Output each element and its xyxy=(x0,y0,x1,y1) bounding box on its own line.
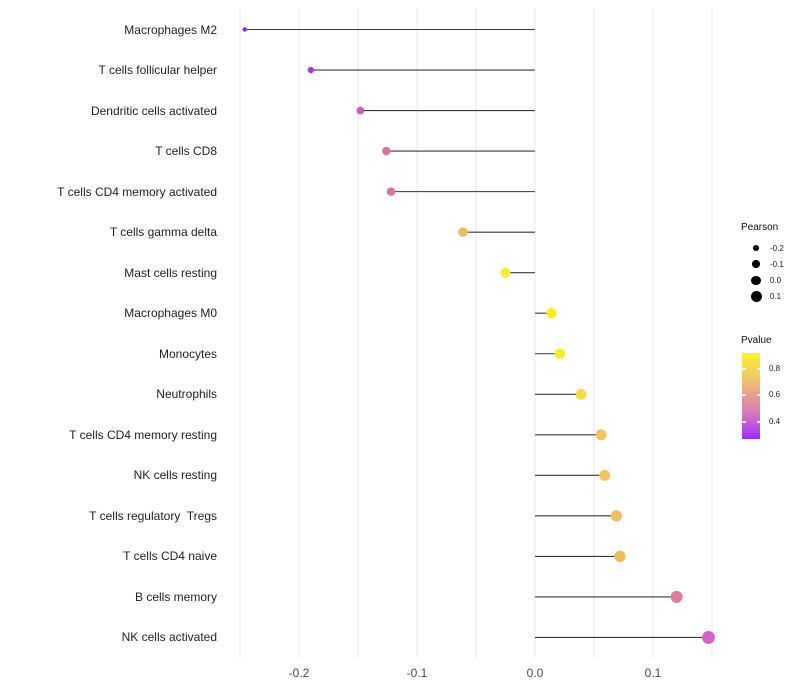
data-point xyxy=(382,146,391,156)
legend-size-dot-icon xyxy=(750,291,762,303)
y-axis-label: Macrophages M0 xyxy=(124,306,217,321)
data-point xyxy=(242,27,247,32)
data-point xyxy=(386,187,396,196)
y-axis-label: NK cells resting xyxy=(133,468,217,483)
pvalue-colorbar xyxy=(742,353,760,439)
legend-size-dot-cell xyxy=(746,260,766,269)
legend-pearson-items: -0.2 -0.1 0.0 0.1 xyxy=(738,240,800,305)
legend-size-item: 0.0 xyxy=(738,272,800,288)
colorbar-tick-label: 0.4 xyxy=(769,416,781,426)
y-axis-label: Monocytes xyxy=(158,346,217,361)
colorbar-tick-mark xyxy=(756,420,760,423)
y-axis-label: T cells regulatory Tregs xyxy=(89,508,217,523)
data-point xyxy=(307,66,314,74)
colorbar-tick-label: 0.6 xyxy=(769,390,781,400)
legend-size-label: -0.1 xyxy=(770,259,784,269)
data-point xyxy=(458,227,468,237)
y-axis-label: T cells CD4 memory activated xyxy=(57,184,217,199)
data-point xyxy=(610,510,623,522)
colorbar-tick-mark xyxy=(756,394,760,397)
y-axis-label: Mast cells resting xyxy=(124,265,217,280)
legend-pvalue-color: Pvalue 0.8 0.6 0.4 xyxy=(738,335,800,443)
legend-size-item: -0.1 xyxy=(738,256,800,272)
legend-size-item: 0.1 xyxy=(738,289,800,305)
legend-size-label: 0.1 xyxy=(770,292,782,302)
legend-size-dot-icon xyxy=(751,275,761,286)
colorbar-tick-mark xyxy=(742,367,746,370)
data-point xyxy=(575,388,587,400)
legend-size-dot-cell xyxy=(746,291,766,303)
x-axis-tick-label: -0.2 xyxy=(288,666,310,680)
legend-size-label: -0.2 xyxy=(770,243,784,253)
y-axis-label: T cells gamma delta xyxy=(109,225,217,240)
legend-size-dot-icon xyxy=(752,260,760,269)
legend-pvalue-title: Pvalue xyxy=(741,335,772,346)
pvalue-colorbar-wrap: 0.8 0.6 0.4 xyxy=(742,353,800,443)
y-axis-label: T cells CD4 memory resting xyxy=(69,427,217,442)
data-point xyxy=(595,429,607,441)
legend-size-dot-cell xyxy=(746,245,766,251)
legend-size-dot-icon xyxy=(753,245,759,251)
data-point xyxy=(702,631,715,644)
legend-size-item: -0.2 xyxy=(738,240,800,256)
y-axis-label: T cells CD8 xyxy=(155,144,217,159)
colorbar-tick-mark xyxy=(742,420,746,423)
data-point xyxy=(614,550,626,562)
data-point xyxy=(356,106,365,115)
legend-size-dot-cell xyxy=(746,275,766,286)
legend-size-label: 0.0 xyxy=(770,275,782,285)
y-axis-label: Macrophages M2 xyxy=(124,22,217,37)
y-axis-label: T cells follicular helper xyxy=(98,63,218,78)
colorbar-tick-mark xyxy=(742,394,746,397)
y-axis-label: B cells memory xyxy=(134,589,217,604)
y-axis-label: Dendritic cells activated xyxy=(90,103,217,118)
legend-pearson-size: Pearson -0.2 -0.1 0.0 0.1 xyxy=(738,222,800,305)
colorbar-tick-label: 0.8 xyxy=(769,363,781,373)
y-axis-label: Neutrophils xyxy=(156,387,217,402)
colorbar-tick-mark xyxy=(756,367,760,370)
data-point xyxy=(599,469,611,481)
legend-pearson-title: Pearson xyxy=(741,222,779,233)
x-axis-tick-label: 0.1 xyxy=(644,666,662,680)
x-axis-tick-label: 0.0 xyxy=(526,666,544,680)
data-point xyxy=(554,348,566,360)
data-point xyxy=(500,267,511,278)
data-point xyxy=(670,590,683,603)
data-point xyxy=(546,308,557,319)
x-axis-tick-label: -0.1 xyxy=(406,666,428,680)
y-axis-label: T cells CD4 naive xyxy=(123,549,217,564)
y-axis-label: NK cells activated xyxy=(121,630,217,645)
